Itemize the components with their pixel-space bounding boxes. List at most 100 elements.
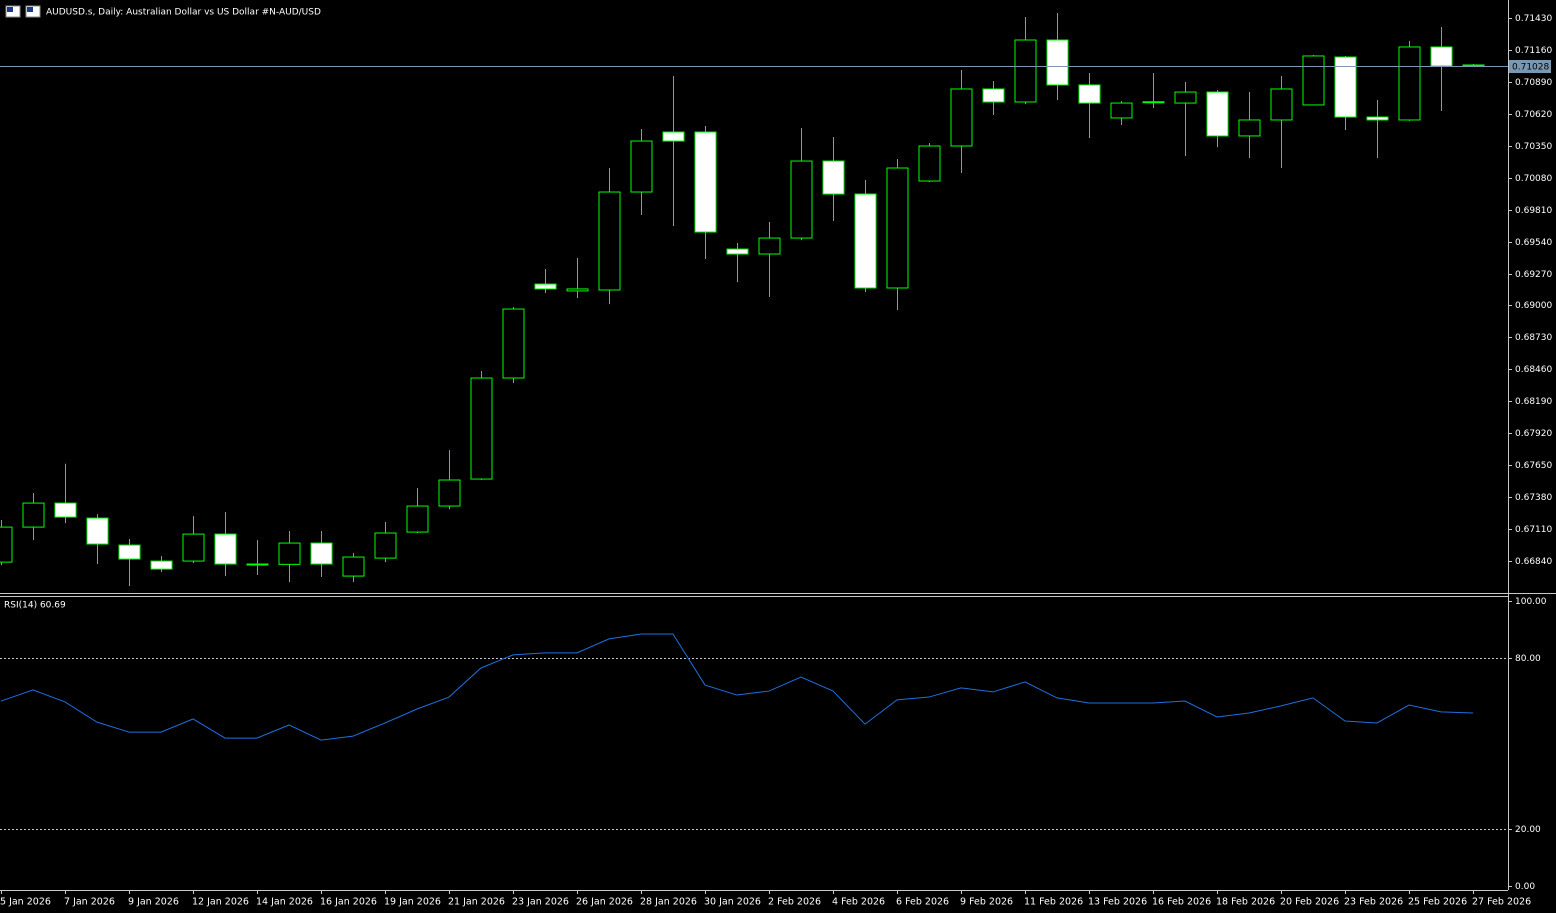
candle-body-down — [214, 533, 237, 565]
x-tick-label: 12 Jan 2026 — [192, 897, 249, 908]
candle-body-down — [150, 560, 173, 570]
x-tick-label: 23 Feb 2026 — [1344, 897, 1403, 908]
candle-body-up — [566, 288, 589, 292]
candle-body-up — [1270, 88, 1293, 121]
candle-body-up — [918, 145, 941, 182]
y-tick-label: 0.67650 — [1515, 461, 1552, 471]
y-tick-label: 0.00 — [1515, 882, 1535, 892]
indicator-title: RSI(14) 60.69 — [4, 601, 66, 611]
candle-body-down — [822, 160, 845, 195]
candle-body-up — [1174, 91, 1197, 104]
candle-body-down — [54, 502, 77, 518]
chart-title: AUDUSD.s, Daily: Australian Dollar vs US… — [46, 8, 321, 18]
candle-body-down — [726, 248, 749, 255]
y-tick-label: 20.00 — [1515, 825, 1541, 835]
x-tick-label: 13 Feb 2026 — [1088, 897, 1147, 908]
y-tick-label: 0.69000 — [1515, 301, 1552, 311]
candle-body-up — [630, 140, 653, 193]
candle-body-up — [374, 532, 397, 559]
candle-body-up — [1014, 39, 1037, 103]
candle-body-up — [470, 377, 493, 480]
x-tick-label: 9 Jan 2026 — [128, 897, 179, 908]
candle-body-down — [118, 544, 141, 560]
candle-body-up — [1238, 119, 1261, 137]
x-tick-label: 26 Jan 2026 — [576, 897, 633, 908]
x-tick-label: 16 Jan 2026 — [320, 897, 377, 908]
candle-body-up — [950, 88, 973, 147]
y-tick-label: 0.67920 — [1515, 429, 1552, 439]
candle-body-up — [406, 505, 429, 533]
flag-icon-part — [27, 7, 33, 12]
candle-body-down — [1430, 46, 1453, 67]
candle-body-down — [982, 88, 1005, 103]
y-tick-label: 100.00 — [1515, 597, 1547, 607]
candle-body-up — [790, 160, 813, 239]
last-price-label: 0.71028 — [1512, 63, 1549, 73]
candle-body-up — [342, 556, 365, 577]
candle-body-up — [438, 479, 461, 507]
x-tick-label: 28 Jan 2026 — [640, 897, 697, 908]
candle-body-down — [86, 517, 109, 545]
candle-body-down — [662, 131, 685, 142]
y-tick-label: 0.67110 — [1515, 525, 1552, 535]
y-tick-label: 0.70350 — [1515, 142, 1552, 152]
candle-body-down — [1046, 39, 1069, 86]
candle-body-down — [1078, 84, 1101, 104]
candle-body-up — [278, 542, 301, 565]
x-tick-label: 16 Feb 2026 — [1152, 897, 1211, 908]
candle-body-up — [1142, 101, 1165, 104]
candle-body-down — [1206, 91, 1229, 137]
y-tick-label: 0.68190 — [1515, 397, 1552, 407]
candle-body-up — [1398, 46, 1421, 121]
x-tick-label: 7 Jan 2026 — [64, 897, 115, 908]
candle-body-up — [886, 167, 909, 289]
x-tick-label: 2 Feb 2026 — [768, 897, 821, 908]
candle-body-up — [0, 526, 13, 563]
x-tick-label: 21 Jan 2026 — [448, 897, 505, 908]
x-tick-label: 5 Jan 2026 — [0, 897, 51, 908]
x-tick-label: 14 Jan 2026 — [256, 897, 313, 908]
candle-body-up — [1110, 102, 1133, 119]
x-tick-label: 30 Jan 2026 — [704, 897, 761, 908]
candle-body-down — [310, 542, 333, 565]
candle-body-up — [758, 237, 781, 255]
x-tick-label: 23 Jan 2026 — [512, 897, 569, 908]
indicator-line — [0, 633, 1474, 741]
candle-body-down — [1334, 56, 1357, 118]
y-tick-label: 0.70890 — [1515, 78, 1552, 88]
last-price-box — [1509, 60, 1551, 73]
candle-body-down — [694, 131, 717, 233]
candle-body-down — [246, 563, 269, 566]
y-tick-label: 0.67380 — [1515, 493, 1552, 503]
x-tick-label: 27 Feb 2026 — [1472, 897, 1531, 908]
y-tick-label: 0.69540 — [1515, 238, 1552, 248]
candle-body-down — [1462, 64, 1485, 67]
candle-body-up — [182, 533, 205, 562]
candle-body-down — [534, 283, 557, 290]
candle-body-up — [22, 502, 45, 528]
y-tick-label: 0.69270 — [1515, 270, 1552, 280]
x-tick-label: 11 Feb 2026 — [1024, 897, 1083, 908]
y-tick-label: 0.71430 — [1515, 14, 1552, 24]
y-tick-label: 0.68460 — [1515, 365, 1552, 375]
x-tick-label: 6 Feb 2026 — [896, 897, 949, 908]
x-tick-label: 19 Jan 2026 — [384, 897, 441, 908]
candle-body-down — [1366, 116, 1389, 121]
candle-body-up — [502, 308, 525, 379]
y-tick-label: 0.69810 — [1515, 206, 1552, 216]
x-tick-label: 4 Feb 2026 — [832, 897, 885, 908]
y-tick-label: 0.70620 — [1515, 110, 1552, 120]
x-tick-label: 20 Feb 2026 — [1280, 897, 1339, 908]
x-tick-label: 25 Feb 2026 — [1408, 897, 1467, 908]
candle-body-up — [598, 191, 621, 291]
y-tick-label: 0.66840 — [1515, 557, 1552, 567]
symbol-icons — [5, 5, 41, 18]
x-tick-label: 9 Feb 2026 — [960, 897, 1013, 908]
y-tick-label: 80.00 — [1515, 654, 1541, 664]
flag-icon-part — [7, 7, 13, 12]
y-tick-label: 0.70080 — [1515, 174, 1552, 184]
candle-body-up — [1302, 55, 1325, 106]
y-tick-label: 0.68730 — [1515, 333, 1552, 343]
